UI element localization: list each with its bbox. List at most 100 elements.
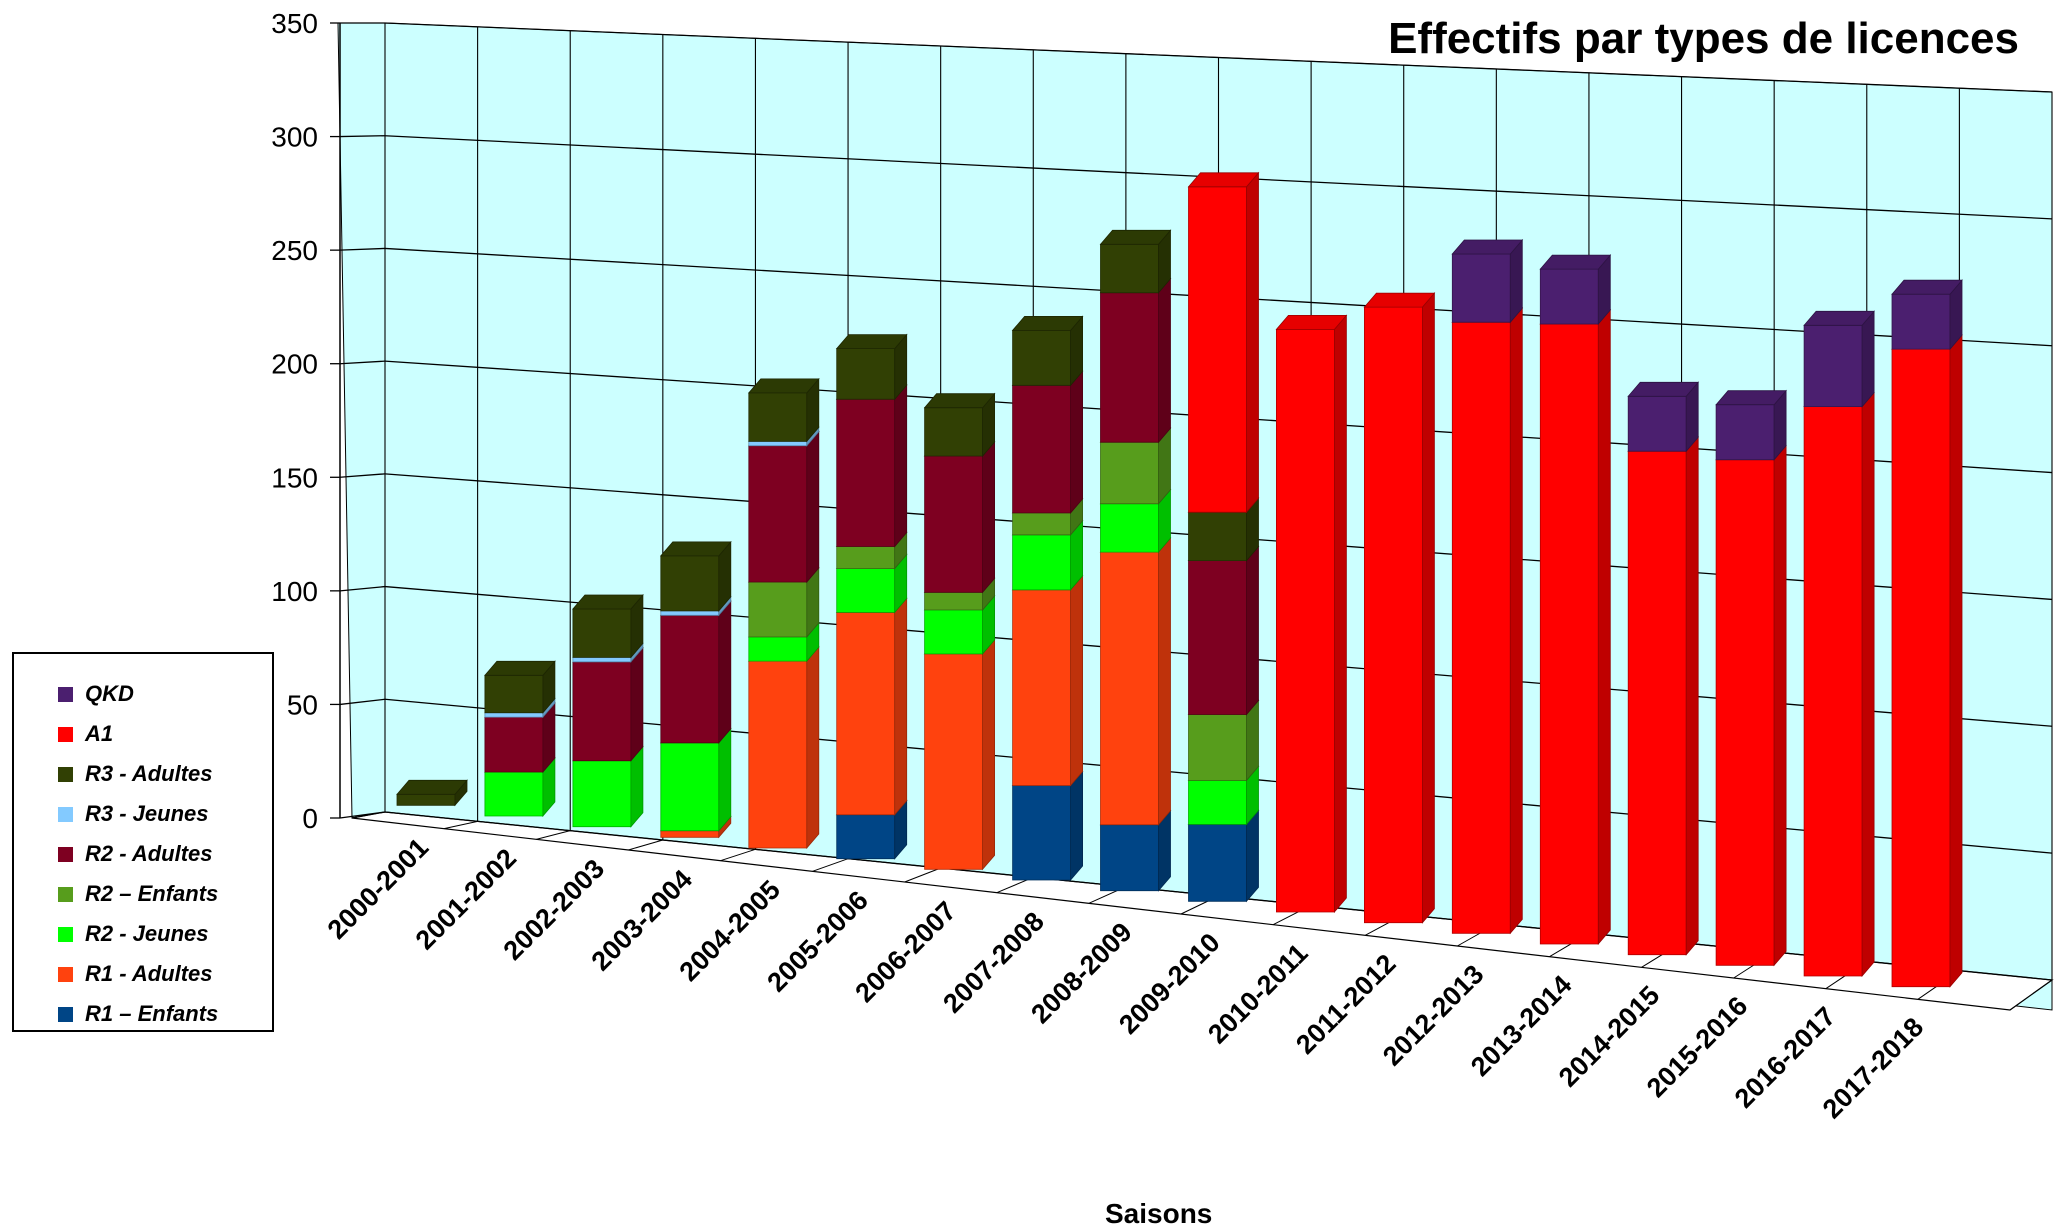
bar-segment	[572, 593, 644, 659]
bar-segment	[1451, 238, 1524, 324]
bar-segment	[1011, 770, 1084, 882]
bar-side	[894, 384, 908, 548]
gridline-floor	[536, 830, 571, 840]
chart-bars	[396, 171, 1963, 988]
bar-top	[1891, 279, 1963, 295]
bar-side	[1334, 314, 1347, 914]
bar-side	[718, 600, 732, 744]
bar-front	[1012, 384, 1071, 514]
bar-front	[836, 546, 896, 569]
bar-side	[1158, 277, 1171, 444]
bar-side	[806, 430, 820, 584]
gridline-floor	[812, 858, 849, 872]
bar-segment	[1099, 229, 1172, 294]
bar-side	[1509, 307, 1523, 935]
bar-front	[1100, 824, 1159, 892]
bar-top	[659, 541, 732, 557]
bar-front	[1539, 268, 1599, 325]
bar-front	[748, 440, 808, 447]
legend-item: R1 – Enfants	[14, 994, 272, 1034]
bar-front	[484, 771, 544, 817]
bar-front	[1188, 186, 1247, 513]
legend-label: QKD	[85, 681, 134, 706]
bar-segment	[1099, 277, 1172, 444]
gridline-side	[339, 360, 386, 365]
bar-side	[1422, 292, 1435, 924]
bar-front	[748, 392, 808, 442]
gridline-floor	[904, 867, 941, 883]
bar-top	[1539, 254, 1612, 270]
legend-label: R2 - Jeunes	[85, 921, 209, 946]
bar-front	[836, 348, 896, 400]
bar-front	[836, 612, 896, 816]
bar-front	[924, 609, 983, 655]
bar-front	[572, 760, 632, 828]
legend-swatch	[58, 886, 73, 902]
legend-item: A1	[14, 714, 272, 754]
y-tick-label: 150	[271, 462, 318, 493]
y-tick-label: 350	[271, 8, 318, 39]
bar-front	[572, 608, 632, 658]
bar-top	[1187, 172, 1260, 188]
bar-top	[1011, 315, 1084, 331]
bar-front	[748, 581, 808, 638]
side-wall	[337, 22, 386, 819]
legend-swatch	[58, 846, 73, 862]
bar-segment	[1011, 370, 1084, 514]
bar-side	[894, 597, 908, 816]
legend-swatch	[58, 1006, 73, 1022]
bar-front	[1715, 459, 1775, 966]
bar-segment	[1803, 391, 1875, 978]
bar-front	[1188, 780, 1247, 825]
bar-front	[1891, 293, 1951, 350]
bar-segment	[1011, 574, 1084, 787]
gridline-floor	[628, 839, 663, 851]
bar-segment	[835, 597, 908, 816]
bar-side	[1158, 537, 1171, 826]
legend-swatch	[58, 726, 73, 742]
bar-top	[1627, 381, 1700, 397]
y-tick-label: 50	[287, 689, 318, 720]
legend-swatch	[58, 686, 73, 702]
gridline-side	[339, 247, 386, 251]
bar-front	[1627, 450, 1687, 956]
bar-front	[1715, 404, 1775, 461]
legend-item: R3 - Adultes	[14, 754, 272, 794]
bar-top	[747, 378, 820, 394]
bar-front	[836, 814, 896, 860]
y-tick-label: 0	[302, 803, 318, 834]
bar-side	[1246, 809, 1259, 903]
bar-front	[1012, 512, 1071, 536]
bar-segment	[1891, 279, 1963, 351]
bar-front	[660, 614, 720, 744]
bar-front	[1188, 511, 1247, 561]
bar-front	[1891, 348, 1951, 988]
bar-front	[572, 661, 632, 762]
bar-segment	[484, 660, 556, 714]
bar-segment	[659, 600, 732, 744]
bar-segment	[1715, 389, 1787, 461]
bar-segment	[923, 392, 996, 458]
y-tick-label: 100	[271, 576, 318, 607]
bar-top	[1715, 390, 1787, 406]
bar-front	[1539, 323, 1599, 945]
bar-segment	[1363, 292, 1436, 924]
bar-top	[1451, 239, 1524, 255]
gridline-floor	[444, 820, 478, 830]
bar-front	[396, 793, 456, 806]
legend-label: R2 - Adultes	[85, 841, 213, 866]
bar-segment	[747, 430, 820, 584]
bar-side	[1597, 308, 1611, 946]
y-axis-ticks: 0 50 100 150 200 250 300 350	[271, 8, 341, 834]
bar-top	[1275, 314, 1348, 330]
gridline-side	[339, 135, 386, 138]
bar-front	[1803, 324, 1863, 408]
x-axis-title: Saisons	[1105, 1198, 1213, 1229]
bar-front	[924, 407, 983, 457]
legend-label: R1 – Enfants	[85, 1001, 219, 1026]
bar-front	[748, 660, 808, 849]
bar-front	[1276, 328, 1335, 913]
chart-title: Effectifs par types de licences	[1388, 14, 2019, 63]
bar-segment	[1715, 444, 1787, 967]
